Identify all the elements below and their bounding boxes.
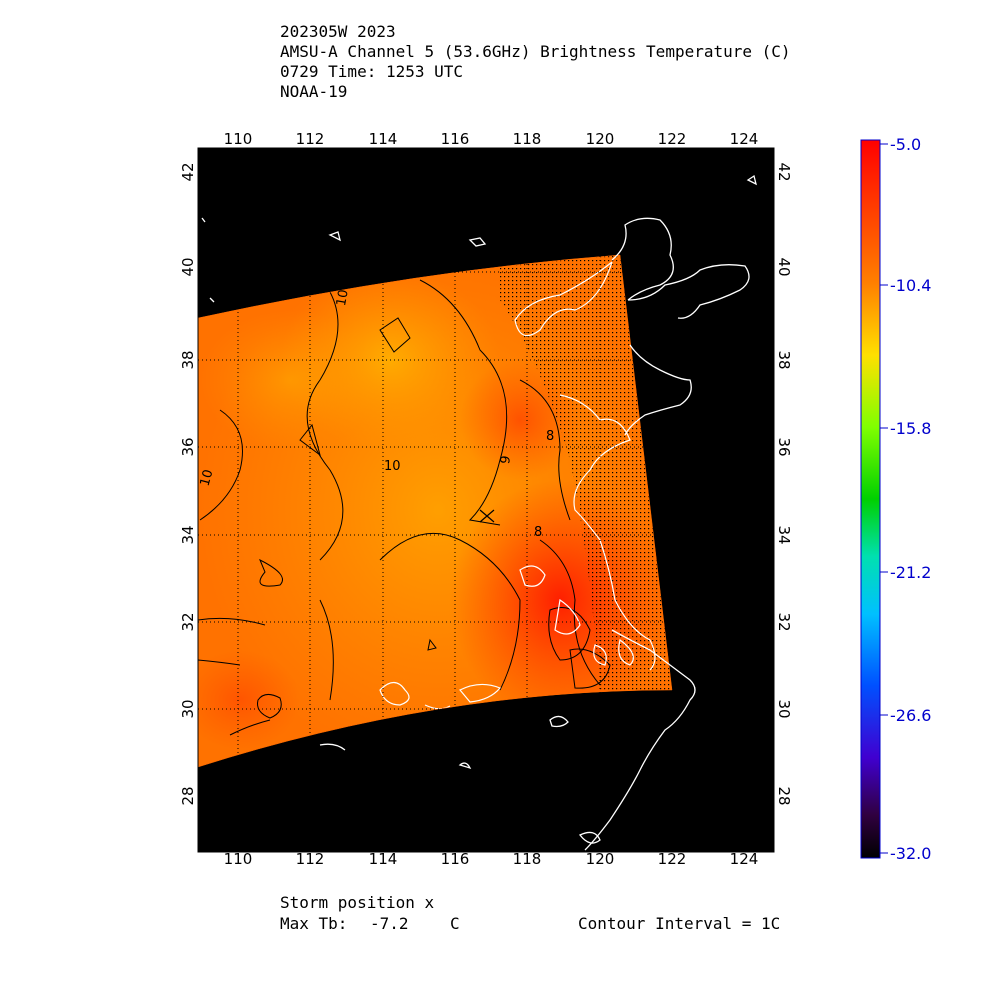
max-tb-unit: C [450, 914, 460, 933]
lat-tick-label: 36 [775, 437, 793, 456]
lon-tick-label: 116 [441, 130, 470, 148]
right-axis: 42 40 38 36 34 32 30 28 [775, 162, 793, 805]
lon-tick-label: 116 [441, 850, 470, 868]
lon-tick-label: 112 [296, 850, 325, 868]
lat-tick-label: 28 [179, 786, 197, 805]
lat-tick-label: 32 [179, 612, 197, 631]
contour-label: 8 [546, 429, 554, 444]
lon-tick-label: 124 [730, 850, 759, 868]
lat-tick-label: 30 [179, 699, 197, 718]
lat-tick-label: 38 [775, 350, 793, 369]
brightness-swath [198, 255, 672, 767]
colorbar-label: -15.8 [890, 419, 931, 438]
contour-label: 10 [384, 459, 401, 474]
lon-tick-label: 124 [730, 130, 759, 148]
bottom-axis: 110 112 114 116 118 120 122 124 [224, 850, 759, 868]
colorbar: -5.0 -10.4 -15.8 -21.2 -26.6 -32.0 [860, 135, 931, 863]
colorbar-label: -5.0 [890, 135, 921, 154]
lat-lon-grid [198, 148, 774, 852]
lon-tick-label: 120 [586, 130, 615, 148]
lat-tick-label: 28 [775, 786, 793, 805]
storm-position-marker [479, 509, 495, 523]
colorbar-gradient [860, 139, 881, 859]
lat-tick-label: 42 [179, 162, 197, 181]
colorbar-label: -32.0 [890, 844, 931, 863]
lat-tick-label: 36 [179, 437, 197, 456]
lon-tick-label: 118 [513, 130, 542, 148]
lon-tick-label: 110 [224, 130, 253, 148]
colorbar-label: -21.2 [890, 563, 931, 582]
coastlines [201, 174, 788, 851]
contour-interval: Contour Interval = 1C [578, 914, 781, 933]
lon-tick-label: 122 [658, 130, 687, 148]
contour-label: 10 [198, 468, 217, 488]
observation-time: 0729 Time: 1253 UTC [280, 62, 464, 81]
lat-tick-label: 30 [775, 699, 793, 718]
lat-tick-label: 38 [179, 350, 197, 369]
lon-tick-label: 122 [658, 850, 687, 868]
left-axis: 42 40 38 36 34 32 30 28 [179, 162, 197, 805]
lat-tick-label: 32 [775, 612, 793, 631]
lat-tick-label: 40 [179, 257, 197, 276]
product-title: AMSU-A Channel 5 (53.6GHz) Brightness Te… [280, 42, 791, 61]
storm-position-legend: Storm position x [280, 893, 435, 912]
map-frame [197, 147, 775, 853]
colorbar-label: -10.4 [890, 276, 931, 295]
colorbar-label: -26.6 [890, 706, 931, 725]
lon-tick-label: 114 [369, 130, 398, 148]
lon-tick-label: 114 [369, 850, 398, 868]
contour-label: 8 [534, 525, 542, 540]
header: 202305W 2023 AMSU-A Channel 5 (53.6GHz) B… [280, 22, 791, 102]
storm-id: 202305W 2023 [280, 22, 396, 41]
lat-tick-label: 42 [775, 162, 793, 181]
lat-tick-label: 34 [179, 525, 197, 544]
max-tb-label: Max Tb: [280, 914, 348, 933]
contour-label: 10 [334, 288, 352, 307]
contour-label: 9 [498, 455, 514, 466]
lon-tick-label: 112 [296, 130, 325, 148]
lon-tick-label: 110 [224, 850, 253, 868]
max-tb-value: -7.2 [370, 914, 409, 933]
lat-tick-label: 34 [775, 525, 793, 544]
lon-tick-label: 118 [513, 850, 542, 868]
lat-tick-label: 40 [775, 257, 793, 276]
top-axis: 110 112 114 116 118 120 122 124 [224, 130, 759, 148]
lon-tick-label: 120 [586, 850, 615, 868]
satellite-name: NOAA-19 [280, 82, 348, 101]
